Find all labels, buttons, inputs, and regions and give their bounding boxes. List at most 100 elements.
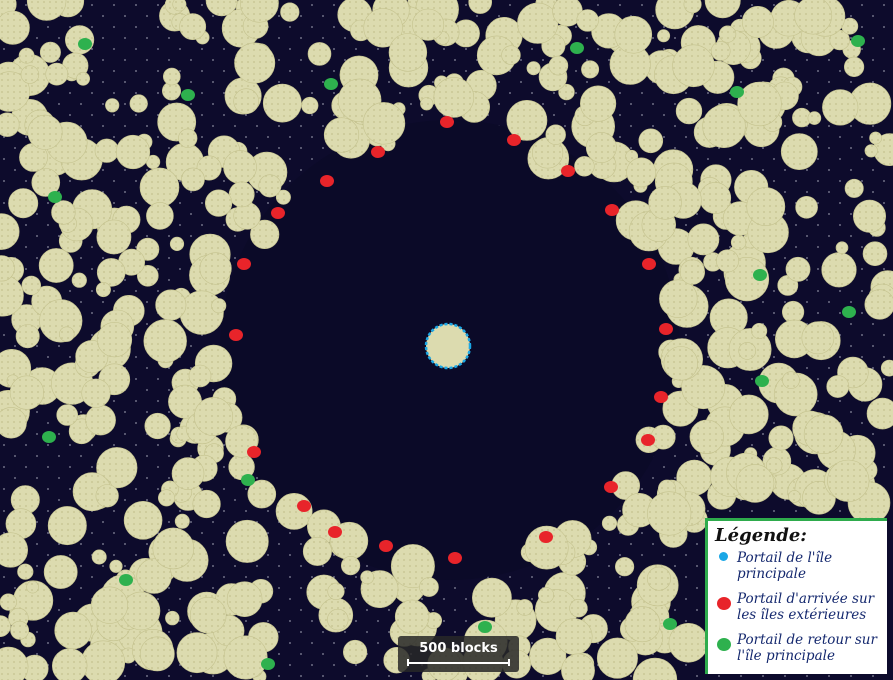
outer-island — [143, 319, 187, 363]
outer-island — [233, 88, 259, 114]
outer-island — [194, 396, 234, 436]
outer-island — [91, 549, 107, 565]
return-portal — [181, 89, 195, 101]
outer-island — [258, 174, 282, 198]
outer-island — [687, 223, 720, 256]
outer-island — [699, 182, 732, 214]
outer-island — [419, 577, 439, 597]
arrival-portal — [371, 146, 385, 158]
outer-island — [412, 8, 445, 41]
arrival-portal — [247, 446, 261, 458]
outer-island — [737, 81, 782, 127]
outer-island — [96, 322, 133, 358]
outer-island — [109, 559, 123, 573]
return-portal — [842, 306, 856, 318]
outer-island — [526, 61, 541, 76]
outer-island — [517, 2, 559, 44]
outer-island — [388, 33, 428, 72]
outer-island — [704, 0, 741, 19]
outer-island — [0, 71, 30, 112]
outer-island — [302, 536, 332, 566]
outer-island — [17, 563, 34, 580]
arrival-portal — [659, 323, 673, 335]
legend: Légende: Portail de l'île principale Por… — [705, 518, 887, 674]
outer-island — [323, 117, 360, 153]
outer-island — [176, 632, 218, 674]
outer-island — [96, 219, 132, 255]
outer-island — [240, 0, 279, 23]
outer-island — [524, 525, 569, 570]
outer-island — [555, 618, 593, 656]
return-portal — [753, 269, 767, 281]
outer-island — [363, 8, 403, 48]
outer-island — [45, 62, 69, 86]
outer-island — [844, 178, 864, 198]
outer-island — [626, 157, 657, 188]
arrival-portal — [448, 552, 462, 564]
legend-title: Légende: — [715, 525, 807, 546]
outer-island — [51, 200, 76, 225]
outer-island — [144, 412, 171, 440]
outer-island — [585, 132, 617, 163]
outer-island — [39, 41, 61, 63]
outer-island — [95, 484, 119, 508]
arrival-portal — [641, 434, 655, 446]
outer-island — [146, 202, 174, 230]
outer-island — [275, 189, 291, 205]
outer-island — [301, 96, 319, 115]
outer-island — [47, 506, 87, 546]
outer-island — [826, 375, 850, 398]
return-portal — [42, 431, 56, 443]
outer-island — [76, 71, 90, 86]
outer-island — [843, 56, 865, 78]
outer-island — [8, 188, 39, 219]
outer-island — [516, 599, 534, 616]
outer-island — [0, 213, 20, 250]
arrival-portal — [440, 116, 454, 128]
outer-island — [852, 199, 886, 233]
outer-island — [165, 610, 180, 626]
outer-island — [659, 279, 698, 318]
legend-item-main-portal: Portail de l'île principale — [715, 550, 881, 582]
outer-island — [137, 264, 159, 287]
outer-island — [730, 234, 747, 251]
outer-island — [781, 300, 805, 324]
outer-island — [0, 532, 28, 568]
outer-island — [169, 236, 185, 251]
outer-island — [683, 0, 702, 14]
outer-island — [738, 342, 757, 360]
arrival-portal — [561, 165, 575, 177]
outer-island — [95, 282, 111, 298]
outer-island — [0, 646, 29, 680]
outer-island — [181, 167, 205, 192]
outer-island — [679, 259, 706, 285]
outer-island — [675, 97, 703, 125]
outer-island — [668, 622, 709, 663]
outer-island — [624, 606, 661, 643]
arrival-portal — [271, 207, 285, 219]
outer-island — [115, 134, 151, 170]
outer-island — [788, 490, 801, 503]
outer-island — [821, 252, 857, 288]
outer-island — [172, 0, 187, 12]
outer-island — [768, 425, 794, 451]
outer-island — [614, 15, 653, 54]
outer-island — [864, 289, 893, 320]
outer-island — [199, 252, 232, 285]
outer-island — [728, 394, 769, 435]
outer-island — [574, 156, 595, 177]
outer-island — [746, 187, 786, 227]
outer-island — [506, 100, 548, 141]
outer-island — [765, 457, 783, 474]
outer-island — [27, 114, 63, 150]
outer-island — [501, 45, 521, 65]
outer-island — [121, 591, 161, 631]
outer-island — [341, 555, 361, 576]
outer-island — [343, 639, 368, 665]
outer-island — [545, 124, 566, 145]
outer-island — [205, 189, 233, 217]
outer-island — [38, 248, 74, 283]
outer-island — [234, 42, 276, 84]
green-blob-icon — [717, 638, 731, 651]
outer-island — [96, 258, 126, 287]
